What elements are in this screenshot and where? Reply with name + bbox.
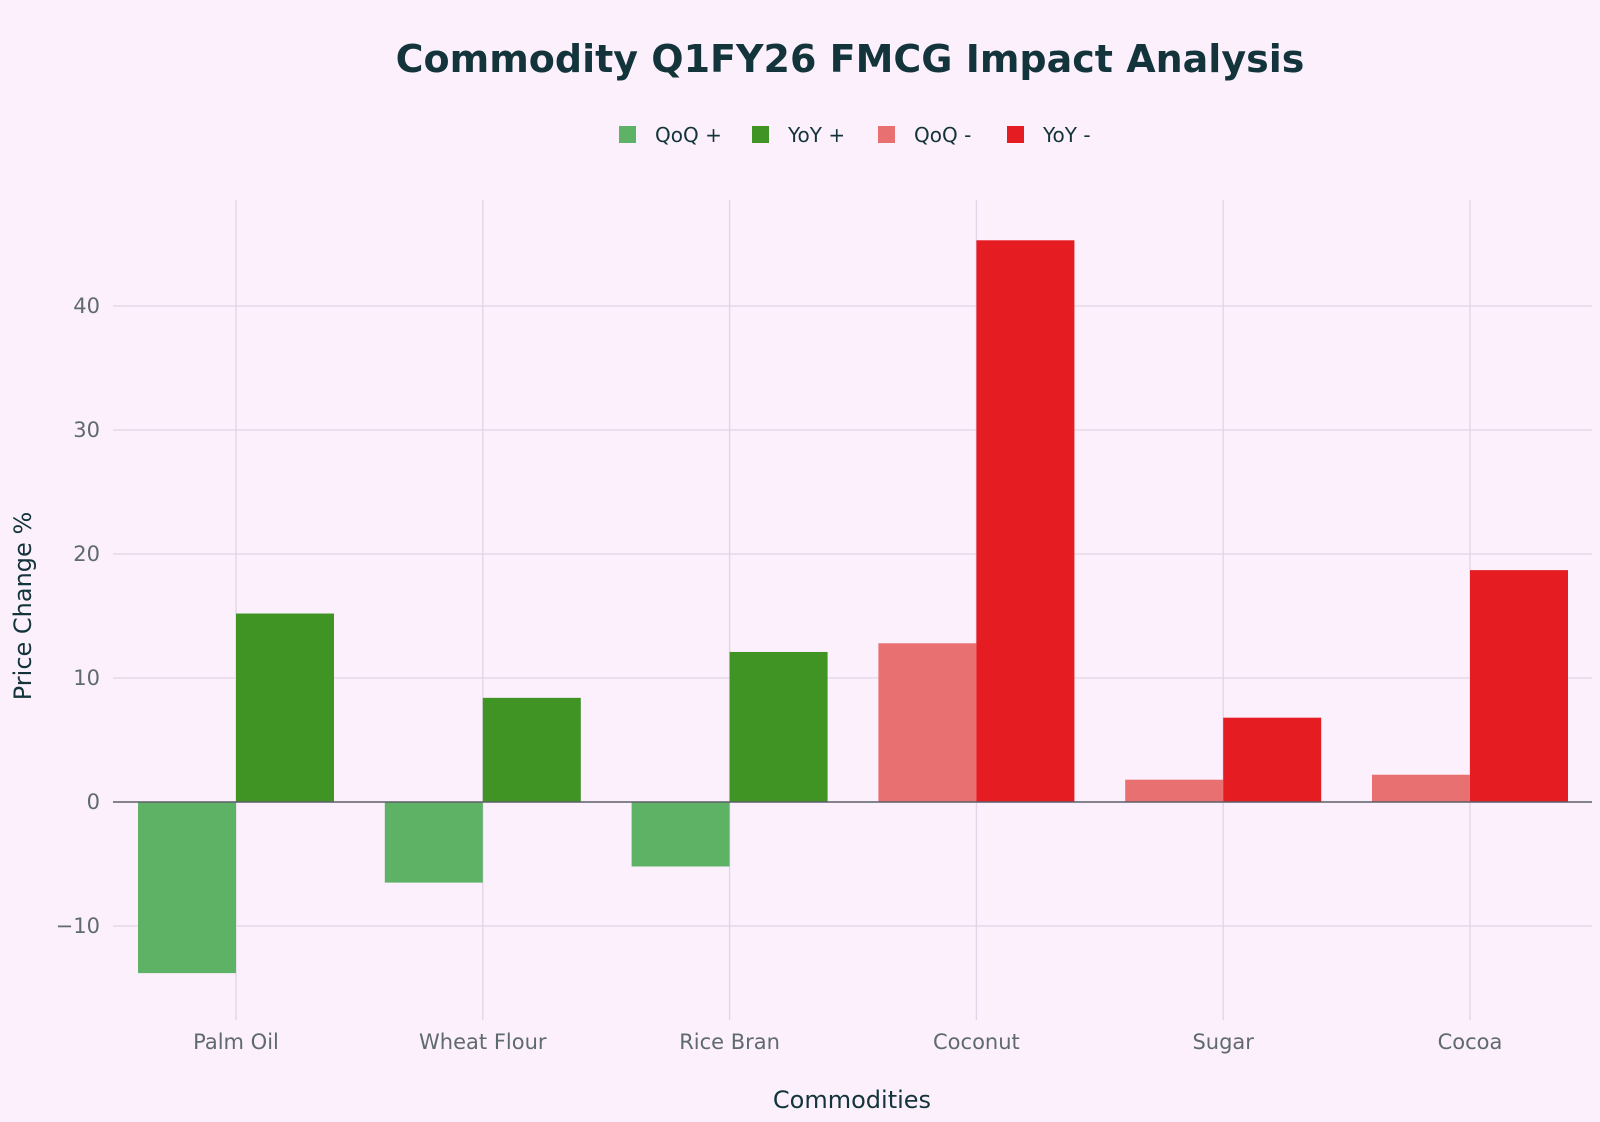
x-tick-label-cocoa: Cocoa [1438,1030,1503,1054]
bar-yoy-sugar [1223,717,1322,802]
x-tick-label-rice-bran: Rice Bran [679,1030,780,1054]
bar-yoy-cocoa [1470,570,1568,802]
bar-yoy-palm-oil [236,613,334,802]
y-tick-label: 40 [73,294,100,318]
y-axis-label: Price Change % [9,512,37,701]
legend-label: QoQ - [914,123,971,147]
x-tick-label-coconut: Coconut [933,1030,1020,1054]
bar-qoq-wheat-flour [384,802,483,883]
bar-yoy-wheat-flour [482,697,581,802]
bar-qoq-coconut [878,643,977,802]
bars [138,240,1568,974]
y-tick-label: 10 [73,666,100,690]
legend-swatch [878,126,895,143]
chart-title: Commodity Q1FY26 FMCG Impact Analysis [396,37,1305,81]
y-tick-label: 30 [73,418,100,442]
x-tick-label-palm-oil: Palm Oil [193,1030,279,1054]
legend-label: YoY - [1042,123,1091,147]
x-tick-labels: Palm Oil Wheat Flour Rice Bran Coconut Sugar… [193,1030,1502,1054]
legend-item-yoy[interactable]: YoY - [1007,123,1091,147]
x-tick-label-sugar: Sugar [1192,1030,1254,1054]
bar-qoq-sugar [1125,779,1224,802]
legend-item-qoq[interactable]: QoQ - [878,123,971,147]
x-axis-label: Commodities [773,1086,931,1114]
x-tick-label-wheat-flour: Wheat Flour [419,1030,547,1054]
bar-qoq-palm-oil [138,802,236,974]
y-tick-label: 20 [73,542,100,566]
bar-qoq-cocoa [1372,774,1470,802]
y-tick-label: 0 [87,790,100,814]
x-gridlines [235,200,1471,1020]
legend-item-yoy[interactable]: YoY + [752,123,845,147]
legend-swatch [1007,126,1024,143]
y-gridlines [113,305,1592,927]
legend: QoQ + YoY + QoQ - YoY - [619,123,1091,147]
bar-yoy-coconut [976,240,1075,802]
y-tick-labels: −10 0 10 20 30 40 [56,294,100,938]
legend-item-qoq[interactable]: QoQ + [619,123,722,147]
y-tick-label: −10 [56,914,100,938]
bar-qoq-rice-bran [631,802,730,867]
legend-swatch [619,126,636,143]
legend-swatch [752,126,769,143]
legend-label: QoQ + [655,123,722,147]
bar-yoy-rice-bran [729,651,828,802]
legend-label: YoY + [787,123,845,147]
